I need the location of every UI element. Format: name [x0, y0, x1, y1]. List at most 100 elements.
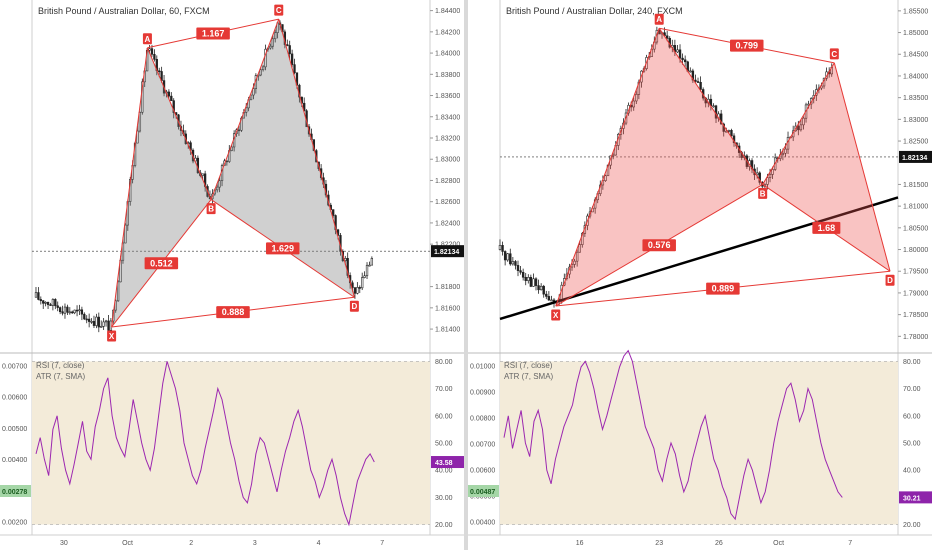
chart1-candle-body	[97, 316, 100, 328]
chart1-rsi-value-label: 43.58	[435, 460, 453, 467]
chart2-rsi-tick-2: 60.00	[903, 413, 921, 420]
chart-panel-1h[interactable]: British Pound / Australian Dollar, 60, F…	[0, 0, 464, 550]
chart2-candle-body	[632, 100, 635, 108]
chart2-ratio-label-3: 0.889	[712, 284, 735, 294]
chart2-candle-body	[799, 124, 803, 131]
chart1-candle-body	[85, 318, 88, 321]
chart1-candle-body	[225, 160, 229, 163]
chart2-current-price-badge	[899, 150, 932, 163]
chart2-pattern-fill-bcd	[762, 62, 891, 272]
chart1-candle-body	[78, 309, 81, 312]
chart2-candle-body	[681, 57, 684, 61]
chart1-point-badge-B	[206, 203, 216, 215]
chart2-candle-body	[547, 296, 551, 301]
chart1-ratio-label-0: 0.512	[150, 258, 173, 268]
chart2-candle-body	[501, 245, 504, 252]
chart2-rsi-tick-3: 50.00	[903, 441, 921, 448]
chart2-point-label-B: B	[760, 189, 766, 198]
chart2-candle-body	[573, 260, 576, 265]
chart2-candle-body	[498, 245, 502, 250]
chart2-candle-body	[758, 172, 761, 183]
chart2-price-tick-label-8: 1.81000	[903, 204, 928, 211]
chart2-point-label-D: D	[887, 276, 893, 285]
chart2-candle-body	[755, 172, 759, 176]
chart1-candle-body	[68, 311, 71, 314]
chart1-current-price-label: 1.82134	[434, 249, 459, 256]
chart1-atr-tick-2: 0.00500	[2, 426, 27, 433]
chart2-price-tick-label-10: 1.80000	[903, 247, 928, 254]
chart2-candle-body	[802, 117, 805, 126]
chart1-candle-body	[245, 107, 248, 113]
chart1-candle-body	[34, 292, 38, 298]
chart2-candle-body	[529, 277, 533, 287]
chart1-price-tick-label-10: 1.82400	[435, 220, 460, 227]
chart1-candle-body	[107, 320, 110, 331]
chart1-candle-body	[170, 95, 173, 101]
chart2-price-tick-label-11: 1.79500	[903, 269, 928, 276]
panel-divider	[464, 0, 468, 550]
chart2-candle-body	[550, 299, 553, 302]
chart2-point-badge-D	[885, 274, 895, 286]
chart1-point-badge-A	[142, 33, 152, 45]
chart1-title: British Pound / Australian Dollar, 60, F…	[38, 6, 210, 16]
chart1-candle-body	[87, 318, 91, 322]
chart2-point-label-C: C	[831, 50, 837, 59]
chart1-time-tick-0: 30	[60, 540, 68, 547]
chart2-rsi-tick-6: 20.00	[903, 522, 921, 529]
chart2-time-tick-0: 16	[576, 540, 584, 547]
chart1-candle-body	[346, 258, 349, 276]
chart1-candle-body	[230, 146, 233, 151]
chart2-point-badge-A	[654, 13, 664, 25]
chart1-point-label-A: A	[145, 35, 151, 44]
chart-panel-4h[interactable]: British Pound / Australian Dollar, 240, …	[468, 0, 932, 550]
chart2-atr-tick-6: 0.00400	[470, 520, 495, 527]
chart1-ratio-badge-0	[144, 257, 179, 270]
chart1-candle-body	[51, 299, 55, 306]
chart1-candle-body	[286, 44, 289, 46]
chart2-candle-body	[524, 276, 527, 281]
chart1-ratio-badge-1	[196, 27, 230, 40]
chart1-pattern-line-BC	[210, 18, 280, 200]
chart2-rsi-value-badge	[899, 491, 932, 504]
chart1-candle-body	[237, 129, 241, 132]
chart2-candle-body	[534, 278, 538, 286]
chart1-atr-tick-1: 0.00600	[2, 395, 27, 402]
chart2-candle-body	[727, 130, 731, 132]
chart-4h-canvas[interactable]: British Pound / Australian Dollar, 240, …	[468, 0, 932, 550]
chart1-pattern-line-AB	[146, 47, 212, 200]
chart2-pattern-line-CD	[833, 62, 891, 272]
chart1-candle-body	[114, 300, 117, 311]
chart1-candle-body	[80, 309, 84, 315]
chart1-current-price-badge	[431, 245, 464, 258]
chart2-point-label-X: X	[553, 311, 559, 320]
chart-1h-canvas[interactable]: British Pound / Australian Dollar, 60, F…	[0, 0, 464, 550]
chart1-price-tick-label-2: 1.84000	[435, 51, 460, 58]
chart2-candle-body	[604, 175, 607, 181]
chart1-time-tick-5: 7	[380, 540, 384, 547]
chart2-time-tick-3: Oct	[773, 540, 784, 547]
chart2-ratio-badge-0	[642, 239, 676, 252]
chart1-atr-tick-5: 0.00200	[2, 520, 27, 527]
chart2-pattern-line-AB	[658, 27, 764, 185]
chart2-price-tick-label-5: 1.83000	[903, 117, 928, 124]
chart2-candle-body	[521, 271, 525, 278]
chart1-candle-body	[216, 186, 219, 191]
chart1-ratio-label-1: 1.167	[202, 28, 225, 38]
chart2-candle-body	[545, 293, 548, 297]
chart1-candle-body	[90, 321, 93, 323]
chart2-price-tick-label-14: 1.78000	[903, 334, 928, 341]
chart1-candle-body	[356, 287, 359, 294]
chart2-candle-body	[503, 251, 507, 261]
chart1-candle-body	[58, 307, 62, 313]
chart1-candle-body	[353, 287, 357, 294]
chart1-candle-body	[44, 301, 47, 304]
chart1-candle-body	[83, 313, 86, 320]
chart1-candle-body	[288, 45, 291, 55]
chart1-candle-body	[269, 45, 272, 49]
chart2-candle-body	[719, 113, 723, 125]
chart2-candle-body	[514, 261, 517, 266]
chart2-candle-body	[665, 35, 669, 39]
chart1-price-tick-label-11: 1.82200	[435, 242, 460, 249]
chart1-rsi-label: RSI (7, close)	[36, 361, 85, 370]
chart2-candle-body	[506, 253, 509, 261]
